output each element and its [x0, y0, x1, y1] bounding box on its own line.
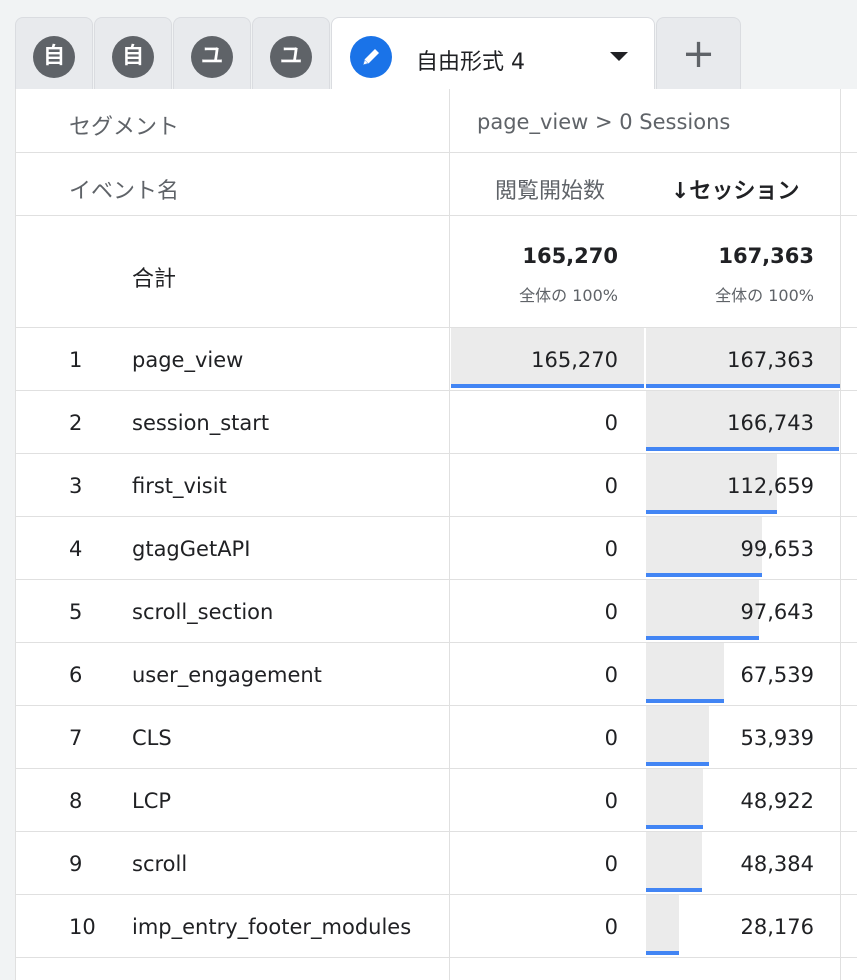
row-event-name: LCP — [132, 789, 172, 813]
row-metric2-value: 67,539 — [740, 663, 814, 687]
metric2-bar — [646, 454, 777, 514]
column-divider — [840, 89, 841, 980]
metric2-bar — [646, 517, 762, 577]
row-metric2-value: 48,384 — [740, 852, 814, 876]
totals-metric1: 165,270 — [522, 244, 618, 268]
tab-avatar-icon: 自 — [33, 36, 75, 78]
row-metric1-value: 0 — [604, 852, 618, 876]
row-rank: 3 — [69, 474, 83, 498]
tab-avatar-icon: ユ — [191, 36, 233, 78]
tab-label: 自由形式 4 — [416, 50, 525, 75]
tab-menu-caret-icon[interactable] — [610, 52, 628, 61]
row-rank: 8 — [69, 789, 83, 813]
metric2-bar — [646, 391, 839, 451]
tab-exploration-3[interactable]: ユ — [173, 17, 251, 90]
segment-label: セグメント — [69, 115, 180, 140]
segment-value[interactable]: page_view > 0 Sessions — [477, 110, 731, 134]
row-metric2-value: 167,363 — [727, 348, 814, 372]
metric2-bar — [646, 895, 679, 955]
row-metric1-value: 0 — [604, 789, 618, 813]
row-metric1-value: 0 — [604, 537, 618, 561]
pencil-icon-svg — [363, 49, 379, 65]
row-rank: 2 — [69, 411, 83, 435]
freeform-table: セグメント page_view > 0 Sessions イベント名 閲覧開始数… — [15, 89, 857, 980]
segment-header-row: セグメント page_view > 0 Sessions — [16, 89, 857, 153]
row-metric1-value: 165,270 — [531, 348, 618, 372]
row-rank: 6 — [69, 663, 83, 687]
metric2-bar — [646, 769, 703, 829]
totals-label: 合計 — [132, 267, 177, 292]
row-event-name: imp_entry_footer_modules — [132, 915, 412, 939]
table-row[interactable]: 9 scroll 0 48,384 — [16, 832, 857, 895]
row-metric1-value: 0 — [604, 726, 618, 750]
row-event-name: CLS — [132, 726, 172, 750]
row-event-name: scroll_section — [132, 600, 274, 624]
table-row[interactable]: 4 gtagGetAPI 0 99,653 — [16, 517, 857, 580]
row-rank: 5 — [69, 600, 83, 624]
tab-exploration-2[interactable]: 自 — [94, 17, 172, 90]
row-metric2-value: 48,922 — [740, 789, 814, 813]
pencil-icon — [350, 36, 392, 78]
row-event-name: gtagGetAPI — [132, 537, 251, 561]
row-metric2-value: 97,643 — [740, 600, 814, 624]
metric2-bar — [646, 328, 840, 388]
row-metric1-value: 0 — [604, 474, 618, 498]
plus-icon: + — [681, 31, 716, 77]
tab-exploration-1[interactable]: 自 — [15, 17, 93, 90]
row-rank: 7 — [69, 726, 83, 750]
metric2-bar — [646, 706, 709, 766]
row-metric1-value: 0 — [604, 663, 618, 687]
table-row[interactable]: 8 LCP 0 48,922 — [16, 769, 857, 832]
totals-metric1-percent: 全体の 100% — [519, 286, 618, 305]
tab-exploration-4[interactable]: ユ — [252, 17, 330, 90]
metric-header-entrances[interactable]: 閲覧開始数 — [495, 179, 606, 204]
row-rank: 1 — [69, 348, 83, 372]
column-divider — [449, 89, 450, 980]
totals-metric2-percent: 全体の 100% — [715, 286, 814, 305]
table-row[interactable]: 7 CLS 0 53,939 — [16, 706, 857, 769]
row-metric1-value: 0 — [604, 600, 618, 624]
row-event-name: session_start — [132, 411, 270, 435]
row-rank: 9 — [69, 852, 83, 876]
row-rank: 4 — [69, 537, 83, 561]
column-header-row: イベント名 閲覧開始数 ↓セッション — [16, 153, 857, 216]
totals-metric2: 167,363 — [718, 244, 814, 268]
tab-bar: 自 自 ユ ユ 自由形式 4 + — [0, 0, 857, 90]
tab-avatar-icon: ユ — [270, 36, 312, 78]
totals-row: 合計 165,270 全体の 100% 167,363 全体の 100% — [16, 216, 857, 328]
row-metric2-value: 112,659 — [727, 474, 814, 498]
row-metric2-value: 166,743 — [727, 411, 814, 435]
table-row[interactable]: 5 scroll_section 0 97,643 — [16, 580, 857, 643]
row-event-name: user_engagement — [132, 663, 322, 687]
metric2-bar — [646, 643, 724, 703]
row-metric1-value: 0 — [604, 411, 618, 435]
row-rank: 10 — [69, 915, 96, 939]
metric2-bar — [646, 580, 759, 640]
table-row[interactable]: 6 user_engagement 0 67,539 — [16, 643, 857, 706]
add-tab-button[interactable]: + — [656, 17, 741, 90]
row-metric2-value: 99,653 — [740, 537, 814, 561]
dimension-header[interactable]: イベント名 — [69, 179, 180, 204]
metric-header-sessions-sorted[interactable]: ↓セッション — [671, 179, 800, 204]
row-event-name: page_view — [132, 348, 244, 372]
table-row[interactable]: 1 page_view 165,270 167,363 — [16, 328, 857, 391]
tab-avatar-icon: 自 — [112, 36, 154, 78]
metric2-bar — [646, 832, 702, 892]
table-footer — [16, 958, 857, 980]
row-metric2-value: 28,176 — [740, 915, 814, 939]
tab-freeform-active[interactable]: 自由形式 4 — [331, 17, 655, 90]
metric1-bar — [451, 328, 644, 388]
row-metric2-value: 53,939 — [740, 726, 814, 750]
row-metric1-value: 0 — [604, 915, 618, 939]
row-event-name: scroll — [132, 852, 188, 876]
table-row[interactable]: 3 first_visit 0 112,659 — [16, 454, 857, 517]
table-row[interactable]: 10 imp_entry_footer_modules 0 28,176 — [16, 895, 857, 958]
row-event-name: first_visit — [132, 474, 227, 498]
table-row[interactable]: 2 session_start 0 166,743 — [16, 391, 857, 454]
